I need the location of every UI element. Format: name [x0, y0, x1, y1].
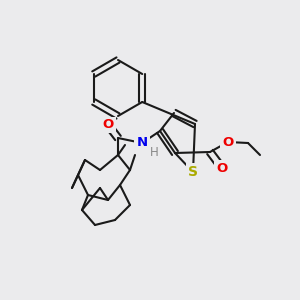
Text: O: O: [222, 136, 234, 148]
Text: O: O: [102, 118, 114, 131]
Text: O: O: [216, 161, 228, 175]
Text: H: H: [150, 146, 158, 160]
Text: N: N: [136, 136, 148, 149]
Text: S: S: [188, 165, 198, 179]
